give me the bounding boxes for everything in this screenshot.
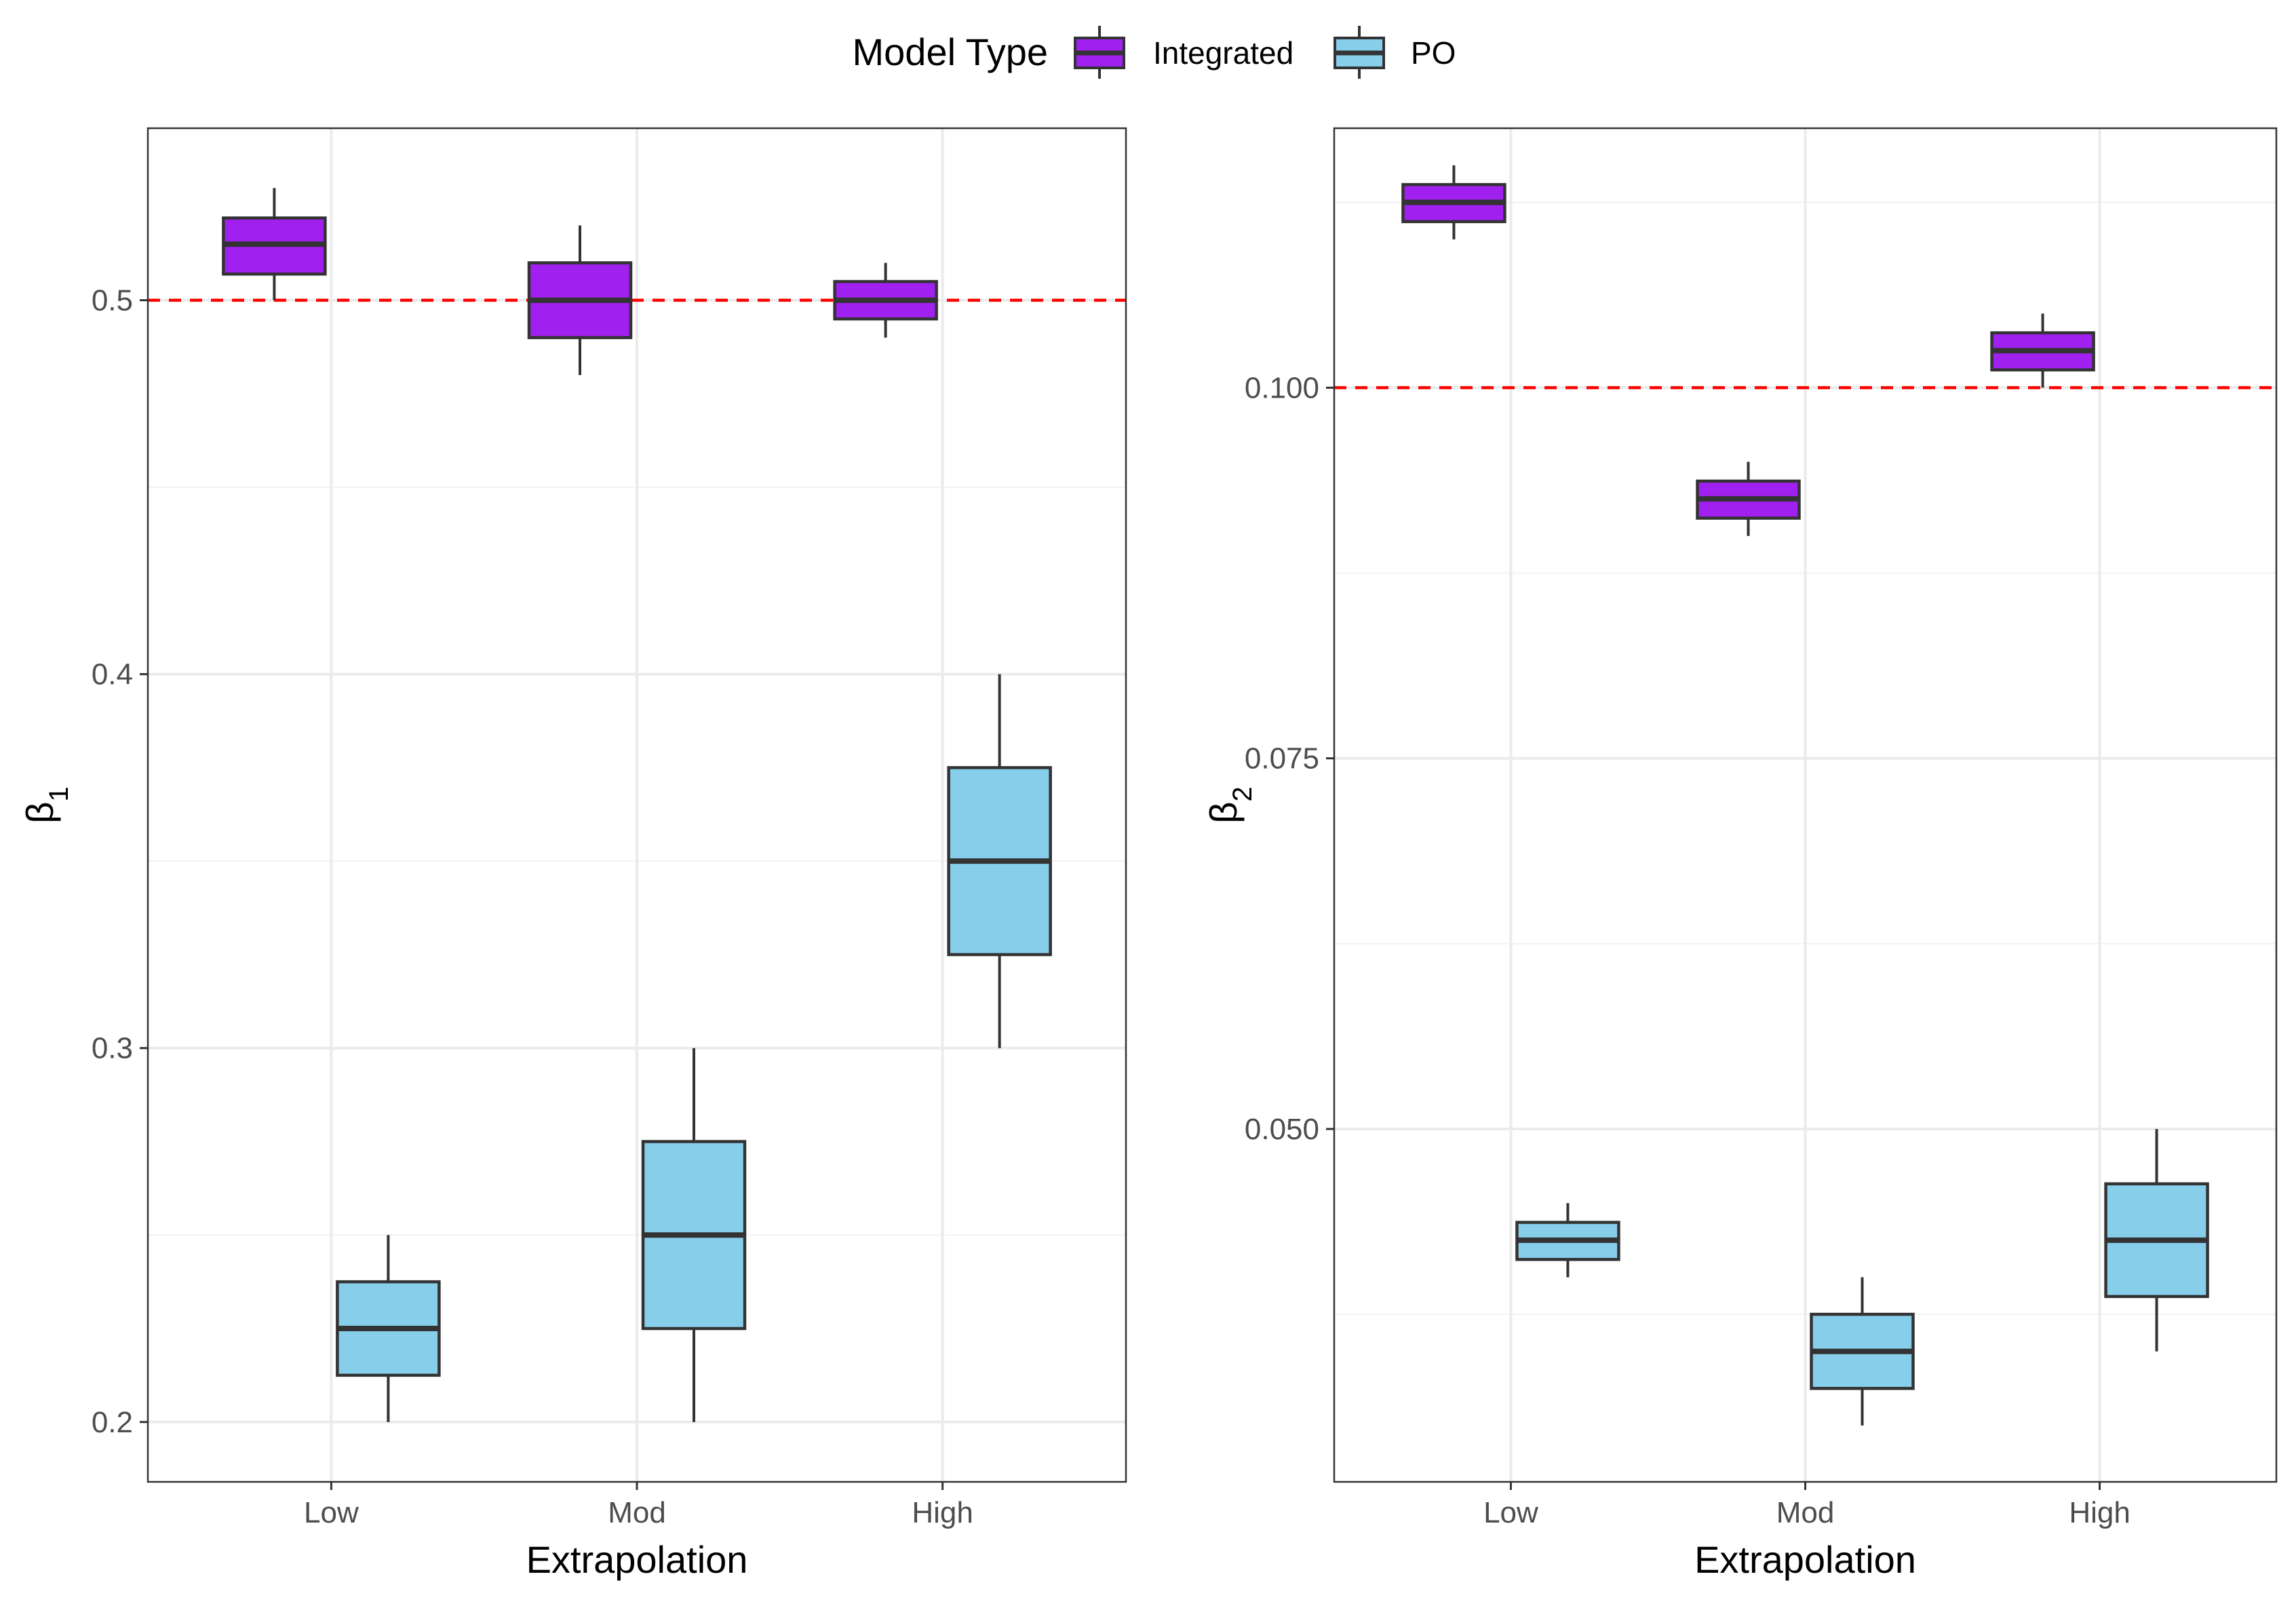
x-tick-label: High: [2069, 1496, 2130, 1529]
y-tick-label: 0.3: [92, 1032, 133, 1065]
box-po-low: [336, 1235, 441, 1422]
legend-title: Model Type: [853, 31, 1048, 73]
y-tick-label: 0.5: [92, 284, 133, 318]
x-tick-label: High: [912, 1496, 973, 1529]
x-tick-label: Mod: [608, 1496, 666, 1529]
legend: Model Type Integrated PO: [853, 26, 1456, 79]
y-axis-title: β1: [18, 786, 74, 823]
x-tick-label: Low: [304, 1496, 359, 1529]
panel-2: 0.050 0.075 0.100 Low Mod High Extrapolation β2: [1202, 127, 2278, 1581]
box-po-high: [2104, 1128, 2209, 1352]
box-integrated-mod: [1696, 461, 1801, 536]
box-po-mod: [641, 1048, 747, 1422]
y-tick-label: 0.4: [92, 658, 133, 691]
y-tick-label: 0.2: [92, 1406, 133, 1439]
y-axis-title: β2: [1202, 786, 1258, 823]
box-integrated-high: [833, 263, 938, 338]
y-tick-label: 0.100: [1245, 371, 1319, 404]
x-tick-label: Mod: [1776, 1496, 1835, 1529]
box-integrated-low: [1401, 165, 1506, 240]
x-axis-title: Extrapolation: [1694, 1538, 1916, 1581]
box-integrated-high: [1990, 313, 2095, 388]
y-tick-label: 0.050: [1245, 1113, 1319, 1146]
box-integrated-mod: [527, 225, 633, 375]
legend-item-po: PO: [1334, 26, 1456, 79]
legend-item-integrated: Integrated: [1074, 26, 1293, 79]
x-axis-title: Extrapolation: [526, 1538, 748, 1581]
box-integrated-low: [222, 188, 327, 301]
box-po-low: [1515, 1203, 1620, 1278]
y-tick-label: 0.075: [1245, 742, 1319, 776]
legend-label-integrated: Integrated: [1153, 35, 1293, 71]
box-po-high: [947, 674, 1052, 1048]
x-tick-label: Low: [1483, 1496, 1538, 1529]
legend-label-po: PO: [1411, 35, 1456, 71]
panel-1: 0.2 0.3 0.4 0.5 Low Mod High Extrapolation β1: [18, 127, 1127, 1581]
box-po-mod: [1810, 1277, 1915, 1426]
